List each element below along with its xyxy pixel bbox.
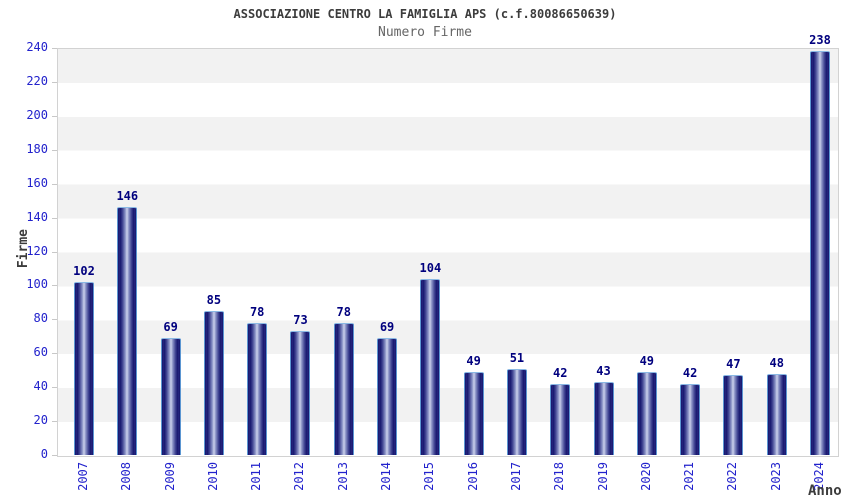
x-tick-label: 2017 [508,462,523,491]
bar [160,337,181,455]
y-tick-label: 220 [26,73,48,88]
x-tick-label: 2019 [595,462,610,491]
x-tick-label: 2011 [249,462,264,491]
bar-value-label: 146 [116,189,139,204]
y-tick-mark [52,149,57,151]
x-tick-label: 2021 [682,462,697,491]
bar [290,331,311,455]
bar [550,383,571,455]
bar [117,207,138,455]
y-tick-mark [52,217,57,219]
y-tick-mark [52,353,57,355]
y-tick-mark [52,251,57,253]
x-tick-label: 2018 [552,462,567,491]
y-axis-title: Firme [16,229,31,269]
bar [377,337,398,455]
x-tick-label: 2008 [119,462,134,491]
x-tick-label: 2020 [638,462,653,491]
bar [766,373,787,455]
bar [420,278,441,455]
bar-value-label: 51 [509,350,525,365]
y-tick-label: 200 [26,107,48,122]
x-tick-label: 2007 [76,462,90,491]
bar-value-label: 78 [249,304,265,319]
y-tick-mark [52,319,57,321]
y-tick-mark [52,387,57,389]
y-tick-label: 120 [26,243,48,258]
bar [506,368,527,455]
bar-value-label: 49 [466,353,481,368]
y-tick-label: 140 [26,209,48,224]
bar [636,371,657,455]
y-tick-label: 180 [26,141,48,156]
y-tick-label: 0 [40,447,48,461]
x-tick-label: 2014 [379,462,394,491]
x-axis-title: Anno [808,483,842,499]
bar-value-label: 49 [639,353,655,368]
y-tick-mark [52,183,57,185]
y-tick-label: 160 [26,175,48,190]
bar [723,375,744,455]
bar-value-label: 104 [419,260,442,275]
y-tick-label: 100 [26,277,48,292]
x-tick-label: 2012 [292,462,307,491]
bar [247,322,268,455]
x-tick-label: 2009 [162,462,177,491]
x-tick-label: 2015 [422,462,437,491]
y-tick-label: 20 [33,413,48,428]
plot-area [57,48,839,457]
bar-value-label: 43 [596,364,611,379]
y-tick-mark [52,285,57,287]
bar-value-label: 42 [682,365,698,380]
bar-value-label: 238 [809,33,831,48]
chart-title: ASSOCIAZIONE CENTRO LA FAMIGLIA APS (c.f… [233,7,617,21]
y-tick-label: 40 [33,379,48,394]
x-tick-label: 2022 [725,462,740,491]
bar-value-label: 42 [553,365,568,380]
y-tick-mark [52,455,57,456]
bar [463,371,484,455]
x-tick-label: 2016 [465,462,480,491]
bar-value-label: 47 [726,357,741,372]
x-tick-label: 2010 [205,462,220,491]
y-tick-mark [52,81,57,83]
bar-value-label: 69 [379,319,395,334]
bar-value-label: 48 [769,355,784,370]
x-tick-label: 2023 [768,462,783,491]
y-tick-mark [52,115,57,117]
bar-value-label: 73 [293,313,308,328]
x-tick-label: 2013 [335,462,350,491]
bar [810,51,830,455]
bar [333,322,354,455]
y-tick-label: 80 [33,311,48,326]
bar-value-label: 102 [73,264,95,279]
bar-value-label: 69 [163,319,178,334]
bar-value-label: 78 [336,304,351,319]
bar-value-label: 85 [206,292,222,307]
y-tick-mark [52,421,57,423]
bar [203,310,224,455]
bar [593,382,614,455]
y-tick-label: 240 [26,40,48,54]
y-tick-mark [52,48,57,49]
bar [680,383,701,455]
bar [74,282,94,455]
chart-subtitle: Numero Firme [378,25,472,40]
y-tick-label: 60 [33,345,48,360]
